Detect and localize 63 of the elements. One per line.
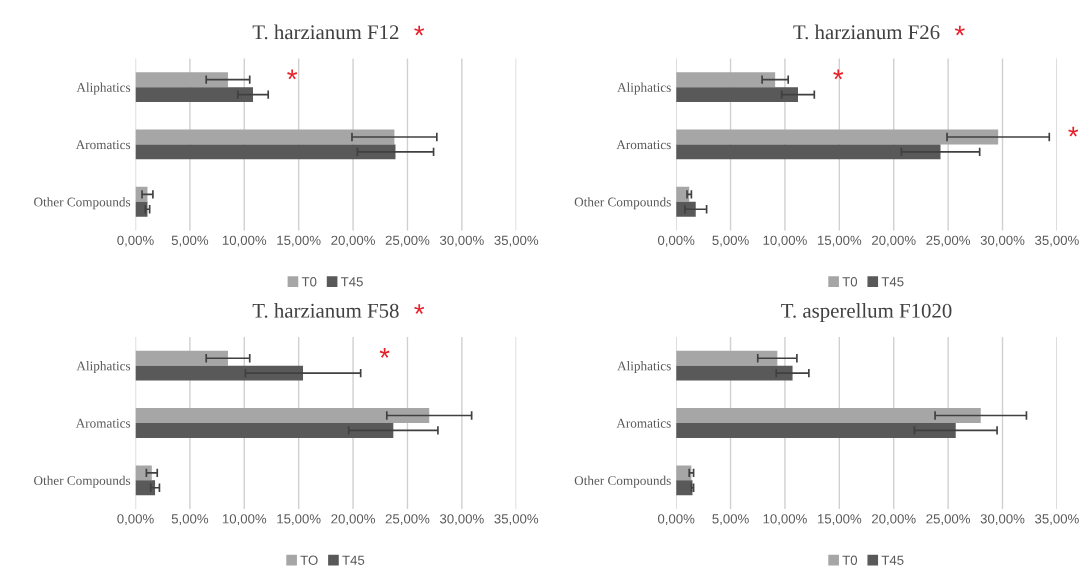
y-tick-label: Other Compounds	[574, 197, 671, 210]
x-tick-label: 20,00%	[872, 514, 916, 526]
legend-label: T0	[842, 277, 858, 287]
legend-label: T45	[881, 277, 904, 287]
x-tick-label: 5,00%	[712, 235, 749, 247]
y-tick-label: Other Compounds	[34, 475, 131, 488]
x-tick-label: 10,00%	[763, 235, 807, 247]
y-tick-label: Aromatics	[616, 418, 671, 428]
x-tick-label: 0,00%	[657, 235, 695, 247]
y-tick-label: Other Compounds	[34, 197, 131, 210]
x-tick-label: 0,00%	[657, 514, 695, 526]
x-tick-label: 5,00%	[712, 514, 749, 526]
x-tick-label: 35,00%	[1035, 514, 1079, 526]
chart-title: T. asperellum F1020	[781, 303, 952, 323]
x-tick-label: 10,00%	[763, 514, 807, 526]
x-tick-label: 15,00%	[277, 235, 321, 247]
x-tick-label: 25,00%	[385, 514, 430, 526]
x-tick-label: 30,00%	[980, 514, 1025, 526]
chart-title: T. harzianum F26	[793, 24, 940, 40]
x-tick-label: 30,00%	[980, 235, 1025, 247]
y-tick-label: Aromatics	[75, 418, 131, 428]
annotation: *	[379, 348, 390, 358]
x-tick-label: 5,00%	[171, 514, 209, 526]
y-tick-label: Other Compounds	[574, 475, 671, 488]
x-tick-label: 35,00%	[1035, 235, 1079, 247]
x-tick-label: 15,00%	[817, 514, 862, 526]
x-tick-label: 5,00%	[171, 235, 209, 247]
y-tick-label: Aliphatics	[76, 361, 131, 374]
x-tick-label: 10,00%	[222, 235, 267, 247]
x-tick-label: 20,00%	[331, 235, 375, 247]
x-tick-label: 15,00%	[277, 514, 321, 526]
chart-title: T. harzianum F58	[252, 303, 399, 318]
x-tick-label: 0,00%	[117, 235, 154, 247]
y-tick-label: Aromatics	[75, 140, 131, 150]
x-tick-label: 30,00%	[439, 514, 484, 526]
legend-label: TO	[300, 555, 318, 565]
x-tick-label: 20,00%	[872, 235, 916, 247]
y-tick-label: Aliphatics	[617, 82, 671, 95]
y-tick-label: Aromatics	[616, 140, 671, 150]
x-tick-label: 30,00%	[439, 235, 484, 247]
annotation: *	[833, 69, 844, 80]
legend-label: T45	[342, 555, 365, 565]
chart-title: T. harzianum F12	[252, 24, 399, 40]
x-tick-label: 15,00%	[817, 235, 862, 247]
x-tick-label: 35,00%	[494, 514, 539, 526]
legend-label: T0	[842, 555, 858, 565]
x-tick-label: 10,00%	[222, 514, 267, 526]
x-tick-label: 35,00%	[494, 235, 539, 247]
x-tick-label: 25,00%	[926, 514, 971, 526]
x-tick-label: 25,00%	[385, 235, 430, 247]
legend-label: T45	[340, 277, 363, 287]
text: *	[414, 25, 425, 36]
y-tick-label: Aliphatics	[76, 82, 131, 95]
text: *	[414, 304, 425, 314]
x-tick-label: 20,00%	[331, 514, 375, 526]
text: *	[954, 25, 965, 36]
x-tick-label: 0,00%	[117, 514, 154, 526]
legend-label: T45	[881, 555, 904, 565]
legend-label: T0	[301, 277, 317, 287]
annotation: *	[287, 69, 298, 80]
text: *	[1068, 126, 1079, 137]
y-tick-label: Aliphatics	[617, 361, 671, 374]
x-tick-label: 25,00%	[926, 235, 971, 247]
